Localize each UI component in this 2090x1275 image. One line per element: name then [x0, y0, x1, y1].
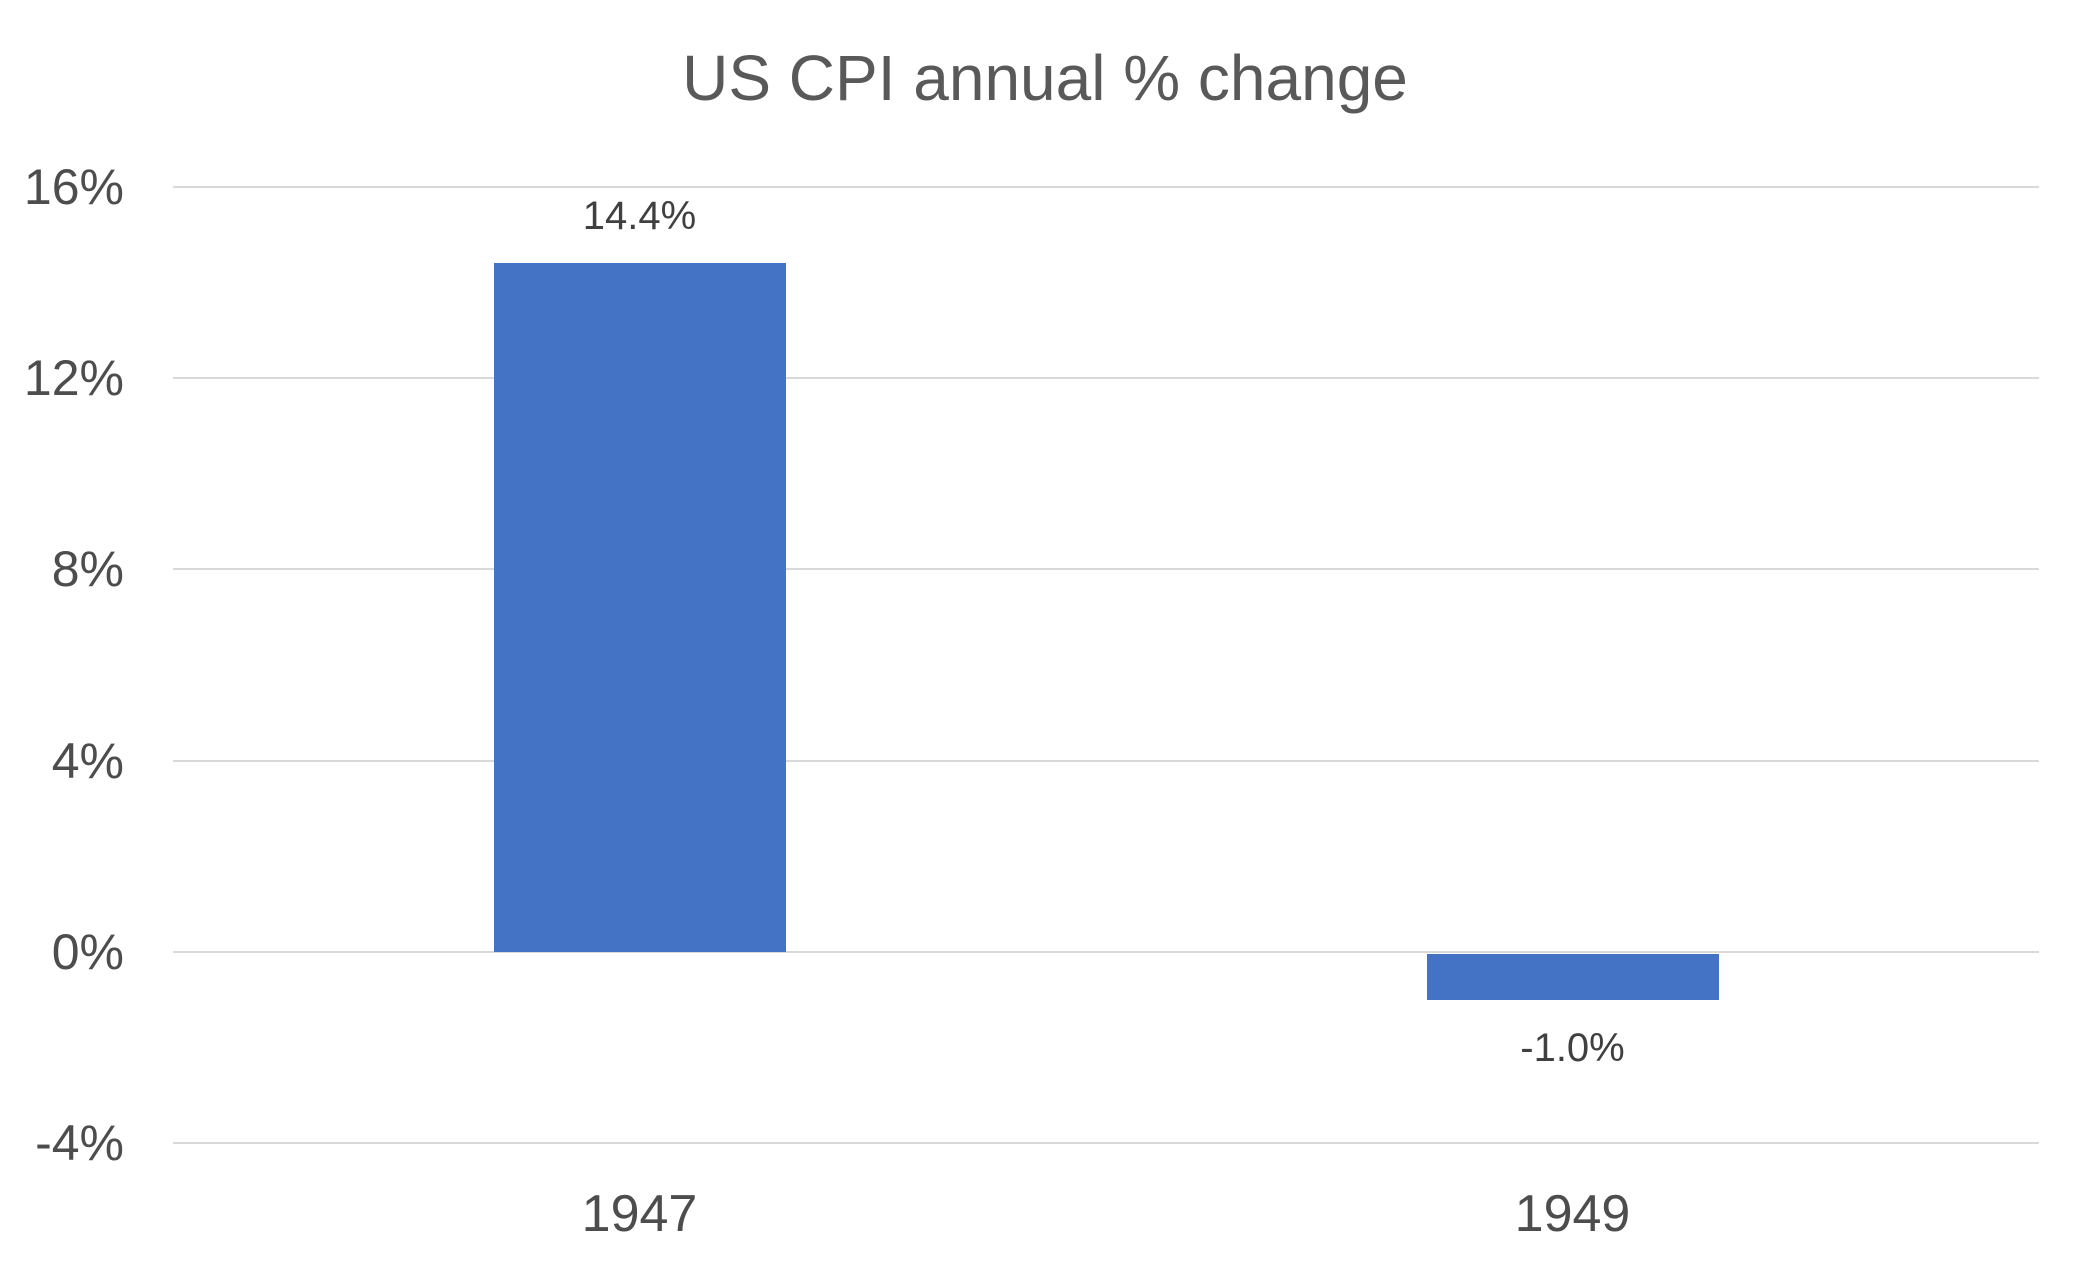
bar-1949 [1426, 953, 1719, 1000]
gridline [173, 1142, 2039, 1144]
y-tick-label: 8% [51, 541, 124, 598]
y-tick-label: 12% [23, 350, 124, 407]
chart-title: US CPI annual % change [682, 42, 1408, 114]
y-tick-label: 0% [51, 923, 124, 980]
gridline [173, 950, 2039, 953]
gridline [173, 377, 2039, 380]
gridline [173, 759, 2039, 762]
gridline [173, 568, 2039, 571]
gridline [173, 186, 2039, 188]
data-label: 14.4% [582, 194, 697, 239]
y-tick-label: 16% [23, 159, 124, 215]
x-category-label: 1949 [1514, 1185, 1631, 1243]
y-tick-label: -4% [35, 1115, 124, 1171]
bar-1947 [493, 263, 786, 952]
data-label: -1.0% [1520, 1025, 1625, 1070]
y-tick-label: 4% [51, 732, 124, 789]
x-category-label: 1947 [581, 1185, 698, 1243]
